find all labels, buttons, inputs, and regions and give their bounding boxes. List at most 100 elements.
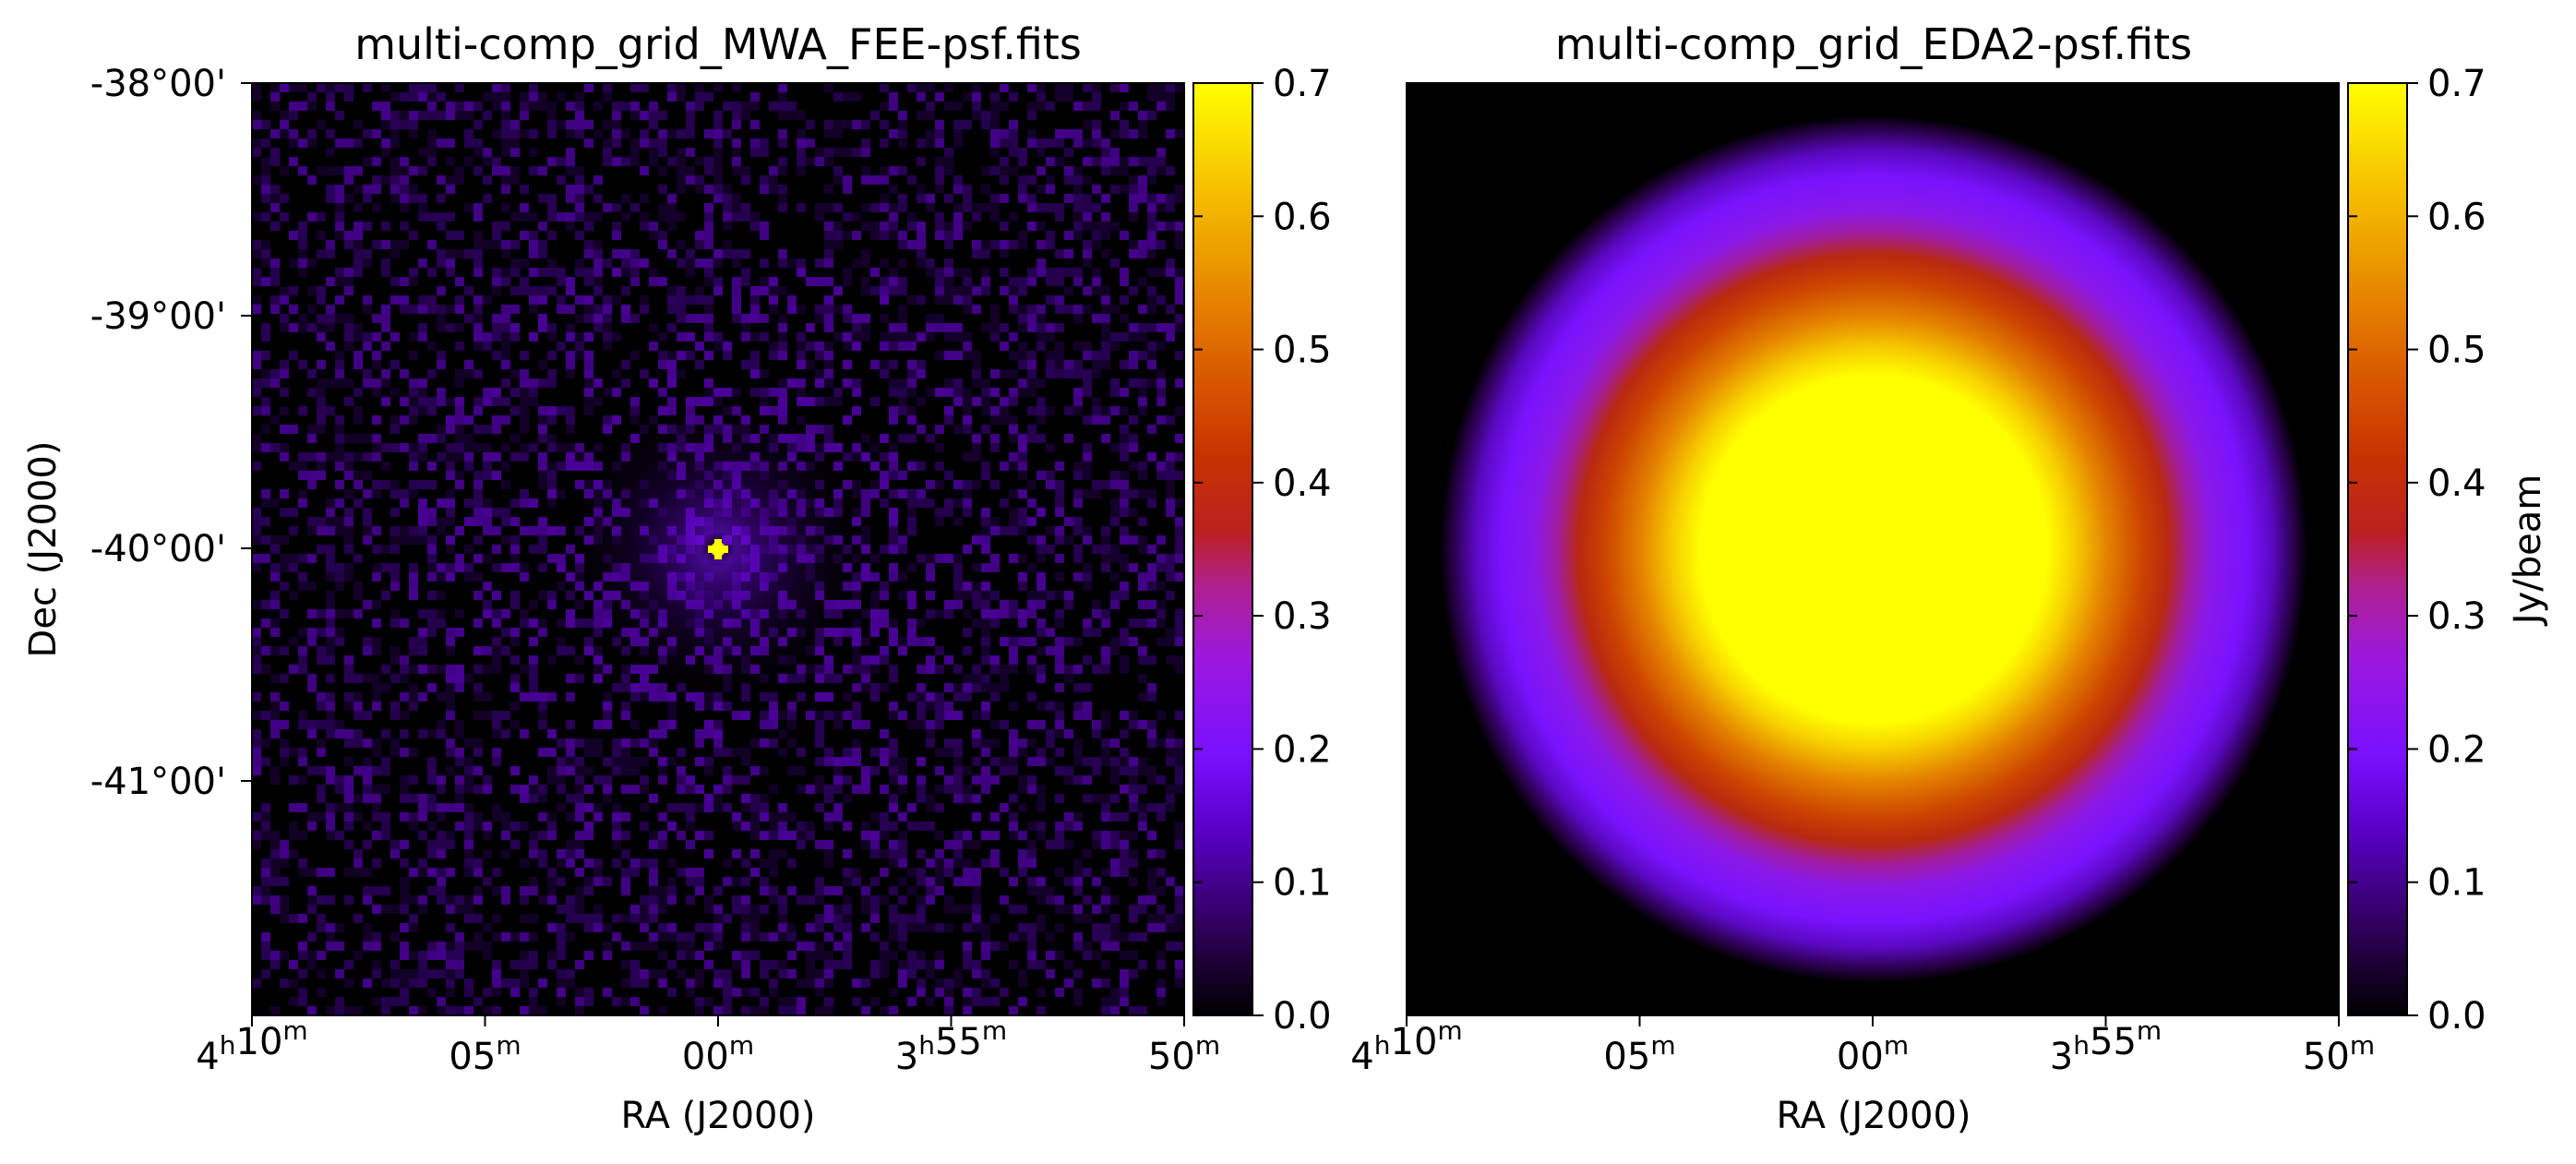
noise-pixel [1000,803,1009,812]
noise-pixel [1000,102,1009,111]
noise-pixel [575,120,584,129]
noise-pixel [427,268,437,277]
noise-pixel [1018,277,1027,286]
noise-pixel [806,942,815,951]
noise-pixel [307,951,317,960]
noise-pixel [280,978,289,988]
noise-pixel [861,895,870,905]
noise-pixel [787,997,797,1006]
noise-pixel [870,969,880,978]
noise-pixel [1120,157,1129,166]
noise-pixel [1101,194,1110,203]
noise-pixel [704,295,713,305]
noise-pixel [252,508,261,517]
noise-pixel [427,111,437,120]
noise-pixel [353,554,363,563]
noise-pixel [575,766,584,775]
noise-pixel [1175,886,1184,895]
noise-pixel [427,757,437,766]
noise-pixel [418,434,427,443]
noise-pixel [280,646,289,655]
noise-pixel [926,194,935,203]
noise-pixel [741,268,750,277]
noise-pixel [538,166,547,175]
noise-pixel [1147,166,1156,175]
noise-pixel [437,222,446,231]
noise-pixel [335,775,344,785]
noise-pixel [363,895,372,905]
noise-pixel [547,415,557,425]
noise-pixel [843,212,852,222]
noise-pixel [437,175,446,185]
noise-pixel [566,591,575,600]
noise-pixel [381,268,390,277]
noise-pixel [852,738,861,748]
noise-pixel [769,277,778,286]
noise-pixel [713,969,723,978]
noise-pixel [464,452,473,462]
noise-pixel [1083,305,1092,314]
noise-pixel [926,609,935,618]
noise-pixel [723,702,732,711]
noise-pixel [843,775,852,785]
noise-pixel [289,323,298,332]
noise-pixel [870,914,880,923]
noise-pixel [603,692,612,702]
colorbar: 0.00.10.20.30.40.50.60.7 Jy/beam [2347,63,2549,1038]
noise-pixel [917,849,926,858]
noise-pixel [1073,665,1083,674]
noise-pixel [326,831,335,840]
noise-pixel [1036,960,1046,969]
noise-pixel [750,360,760,369]
noise-pixel [944,738,953,748]
noise-pixel [852,231,861,240]
noise-pixel [953,397,963,406]
noise-pixel [972,794,981,803]
noise-pixel [390,563,400,572]
noise-pixel [1046,185,1055,194]
noise-pixel [1046,545,1055,554]
noise-pixel [529,849,538,858]
noise-pixel [953,185,963,194]
noise-pixel [427,794,437,803]
noise-pixel [520,102,529,111]
noise-pixel [492,1006,501,1015]
noise-pixel [317,388,326,397]
noise-pixel [280,840,289,849]
noise-pixel [1046,295,1055,305]
noise-pixel [298,951,307,960]
noise-pixel [741,249,750,258]
noise-pixel [464,840,473,849]
noise-pixel [797,148,806,157]
noise-pixel [917,711,926,720]
noise-pixel [1138,277,1147,286]
noise-pixel [603,711,612,720]
noise-pixel [926,895,935,905]
noise-pixel [649,120,658,129]
noise-pixel [658,277,667,286]
noise-pixel [898,305,907,314]
noise-pixel [1120,129,1129,138]
noise-pixel [280,212,289,222]
noise-pixel [981,166,990,175]
noise-pixel [547,203,557,212]
noise-pixel [1009,905,1018,914]
noise-pixel [1110,378,1120,388]
noise-pixel [1156,775,1166,785]
noise-pixel [1018,582,1027,591]
noise-pixel [575,231,584,240]
noise-pixel [1055,618,1064,628]
noise-pixel [935,665,944,674]
noise-pixel [972,886,981,895]
noise-pixel [390,332,400,342]
noise-pixel [409,129,418,138]
noise-pixel [557,951,566,960]
noise-pixel [584,406,593,415]
noise-pixel [326,498,335,508]
noise-pixel [427,535,437,545]
noise-pixel [824,342,833,351]
noise-pixel [363,978,372,988]
colorbar-tick-label: 0.5 [1273,330,1332,372]
noise-pixel [1055,822,1064,831]
noise-pixel [538,268,547,277]
